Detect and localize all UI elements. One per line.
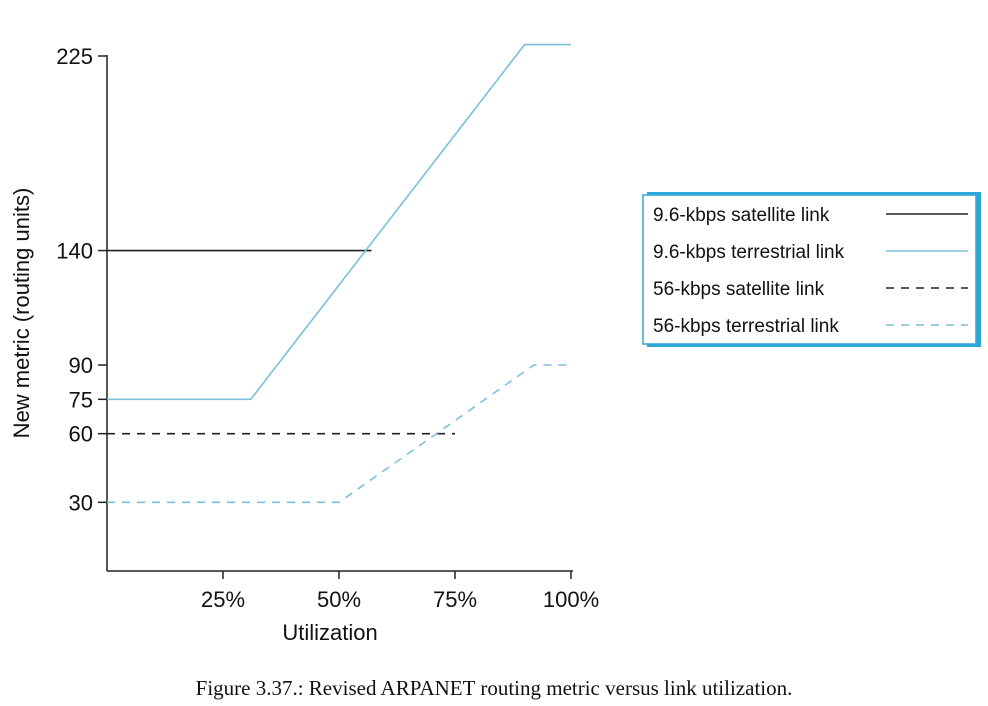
y-tick-label: 30 bbox=[69, 490, 93, 515]
x-tick-label: 100% bbox=[543, 587, 599, 612]
legend-label: 56-kbps terrestrial link bbox=[653, 316, 839, 337]
x-tick-label: 50% bbox=[317, 587, 361, 612]
y-tick-label: 140 bbox=[56, 239, 93, 264]
legend-box bbox=[642, 194, 977, 345]
axes bbox=[106, 55, 573, 572]
series-layer bbox=[107, 43, 571, 504]
y-axis-label: New metric (routing units) bbox=[9, 188, 34, 439]
x-axis-label: Utilization bbox=[282, 620, 377, 645]
y-tick-label: 60 bbox=[69, 422, 93, 447]
y-tick-label: 225 bbox=[56, 44, 93, 69]
series-line bbox=[107, 364, 571, 504]
y-tick-label: 90 bbox=[69, 353, 93, 378]
x-tick-label: 25% bbox=[201, 587, 245, 612]
legend-label: 9.6-kbps satellite link bbox=[653, 205, 830, 226]
x-ticks: 25% 50% 75% 100% bbox=[201, 571, 599, 612]
legend: 9.6-kbps satellite link 9.6-kbps terrestr… bbox=[642, 192, 981, 347]
x-tick-label: 75% bbox=[433, 587, 477, 612]
series-line bbox=[107, 43, 571, 401]
chart: 30 60 75 90 140 225 25% 50% 75% 100% Utilization… bbox=[9, 43, 981, 645]
figure-caption: Figure 3.37.: Revised ARPANET routing me… bbox=[195, 676, 793, 700]
legend-items: 9.6-kbps satellite link 9.6-kbps terrestr… bbox=[653, 205, 968, 337]
legend-label: 56-kbps satellite link bbox=[653, 279, 825, 300]
y-ticks: 30 60 75 90 140 225 bbox=[56, 44, 107, 515]
legend-label: 9.6-kbps terrestrial link bbox=[653, 242, 845, 263]
y-tick-label: 75 bbox=[69, 387, 93, 412]
